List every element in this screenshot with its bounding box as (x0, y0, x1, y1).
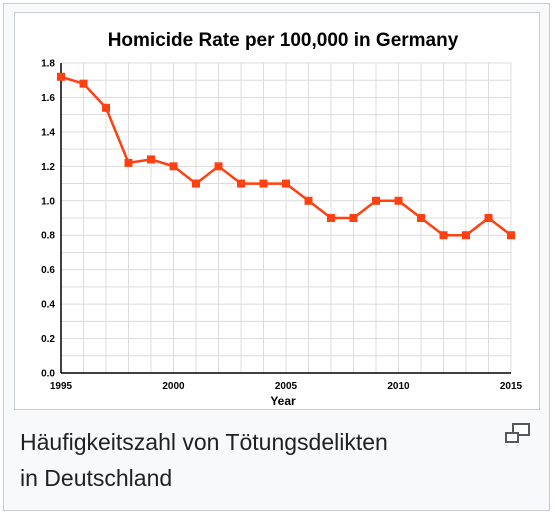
y-tick-label: 0.8 (41, 231, 55, 242)
image-caption: Häufigkeitszahl von Tötungsdelikten in D… (20, 424, 490, 496)
data-point (507, 231, 515, 240)
x-tick-label: 2010 (387, 381, 410, 392)
data-point (79, 79, 88, 88)
data-point (147, 155, 155, 164)
caption-line-1: Häufigkeitszahl von Tötungsdelikten (20, 429, 388, 455)
data-point (484, 214, 493, 222)
chart-axes (60, 63, 511, 374)
data-point (394, 196, 403, 205)
y-tick-labels: 0.0 0.2 0.4 0.6 0.8 1.0 1.2 1.4 1.6 1.8 (41, 59, 55, 380)
data-point (102, 103, 110, 112)
data-point (57, 72, 65, 81)
y-tick-label: 1.6 (41, 93, 55, 104)
homicide-line-chart: Homicide Rate per 100,000 in Germany 0.0… (41, 30, 523, 408)
data-point (192, 179, 200, 188)
x-axis-title: Year (270, 394, 296, 408)
y-tick-label: 0.4 (41, 300, 55, 311)
data-point (282, 179, 290, 188)
image-thumbnail: Homicide Rate per 100,000 in Germany 0.0… (3, 3, 550, 511)
y-tick-label: 0.0 (41, 369, 55, 380)
data-point (237, 179, 245, 188)
series-markers (57, 72, 515, 240)
y-tick-label: 1.8 (41, 59, 55, 70)
y-tick-label: 0.6 (41, 265, 55, 276)
chart-grid (60, 62, 512, 374)
x-tick-label: 2015 (500, 381, 523, 392)
y-tick-label: 0.2 (41, 334, 55, 345)
x-tick-label: 1995 (50, 381, 73, 392)
data-point (439, 231, 448, 240)
data-point (124, 158, 133, 167)
data-point (259, 179, 268, 188)
y-tick-label: 1.2 (41, 162, 55, 173)
data-point (169, 162, 178, 171)
x-tick-labels: 1995 2000 2005 2010 2015 (50, 381, 523, 392)
magnify-clip-icon[interactable] (502, 422, 534, 448)
y-tick-label: 1.0 (41, 196, 55, 207)
data-point (327, 214, 335, 222)
data-point (214, 162, 223, 171)
x-tick-label: 2005 (275, 381, 298, 392)
data-point (417, 214, 425, 222)
chart-image[interactable]: Homicide Rate per 100,000 in Germany 0.0… (14, 12, 540, 410)
chart-title: Homicide Rate per 100,000 in Germany (108, 30, 459, 51)
data-point (304, 196, 313, 205)
y-tick-label: 1.4 (41, 127, 55, 138)
x-tick-label: 2000 (162, 381, 185, 392)
data-point (349, 214, 358, 222)
caption-line-2: in Deutschland (20, 465, 173, 491)
data-point (462, 231, 470, 240)
data-point (372, 196, 380, 205)
